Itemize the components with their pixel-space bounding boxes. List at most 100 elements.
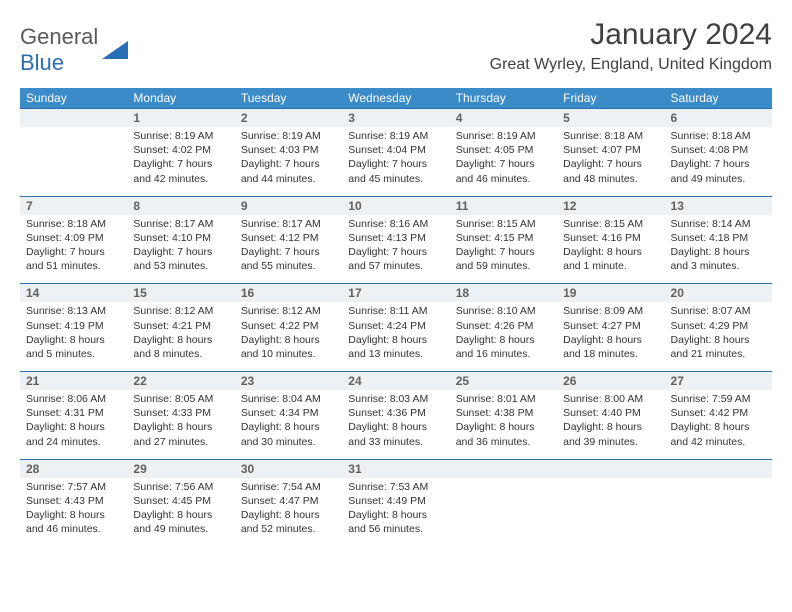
info-row: Sunrise: 7:57 AMSunset: 4:43 PMDaylight:… [20, 478, 772, 547]
day-info-line: Sunset: 4:45 PM [133, 494, 228, 508]
day-info-cell: Sunrise: 8:18 AMSunset: 4:08 PMDaylight:… [665, 127, 772, 196]
day-number-cell: 1 [127, 109, 234, 128]
day-number-cell: 21 [20, 372, 127, 391]
day-info-line: and 42 minutes. [671, 435, 766, 449]
day-info-cell: Sunrise: 8:00 AMSunset: 4:40 PMDaylight:… [557, 390, 664, 459]
weekday-row: SundayMondayTuesdayWednesdayThursdayFrid… [20, 88, 772, 109]
title-block: January 2024 Great Wyrley, England, Unit… [490, 18, 772, 74]
day-info-line: Sunset: 4:19 PM [26, 319, 121, 333]
day-info-line: Sunset: 4:40 PM [563, 406, 658, 420]
weekday-header: Sunday [20, 88, 127, 109]
day-number-cell [20, 109, 127, 128]
day-info-line: Sunrise: 8:10 AM [456, 304, 551, 318]
day-number-cell: 2 [235, 109, 342, 128]
day-info-cell: Sunrise: 8:19 AMSunset: 4:02 PMDaylight:… [127, 127, 234, 196]
day-info-cell: Sunrise: 8:12 AMSunset: 4:22 PMDaylight:… [235, 302, 342, 371]
day-info-cell: Sunrise: 8:07 AMSunset: 4:29 PMDaylight:… [665, 302, 772, 371]
day-info-line: Daylight: 7 hours [133, 157, 228, 171]
weekday-header: Friday [557, 88, 664, 109]
day-info-cell [557, 478, 664, 547]
day-info-line: and 36 minutes. [456, 435, 551, 449]
day-info-line: Sunset: 4:34 PM [241, 406, 336, 420]
day-info-line: Sunset: 4:12 PM [241, 231, 336, 245]
day-info-line: Daylight: 8 hours [563, 245, 658, 259]
day-number-cell: 19 [557, 284, 664, 303]
day-info-line: Sunset: 4:24 PM [348, 319, 443, 333]
brand-triangle-icon [102, 37, 128, 64]
day-info-line: Sunset: 4:29 PM [671, 319, 766, 333]
day-info-line: Sunset: 4:09 PM [26, 231, 121, 245]
header: General Blue January 2024 Great Wyrley, … [20, 18, 772, 76]
day-info-line: and 46 minutes. [26, 522, 121, 536]
day-info-line: Sunrise: 8:15 AM [563, 217, 658, 231]
day-info-line: and 33 minutes. [348, 435, 443, 449]
day-info-line: Sunrise: 8:04 AM [241, 392, 336, 406]
day-info-line: and 44 minutes. [241, 172, 336, 186]
day-info-cell: Sunrise: 8:19 AMSunset: 4:05 PMDaylight:… [450, 127, 557, 196]
day-info-line: Sunrise: 8:18 AM [563, 129, 658, 143]
location-text: Great Wyrley, England, United Kingdom [490, 56, 772, 74]
day-info-line: Sunset: 4:42 PM [671, 406, 766, 420]
day-number-cell: 16 [235, 284, 342, 303]
day-info-line: Sunrise: 8:03 AM [348, 392, 443, 406]
day-info-line: Daylight: 7 hours [456, 157, 551, 171]
day-info-line: and 46 minutes. [456, 172, 551, 186]
day-info-line: Sunset: 4:33 PM [133, 406, 228, 420]
day-number-cell: 4 [450, 109, 557, 128]
day-info-line: Sunset: 4:13 PM [348, 231, 443, 245]
day-info-line: Sunrise: 8:18 AM [671, 129, 766, 143]
day-info-line: Sunset: 4:27 PM [563, 319, 658, 333]
day-info-line: Sunrise: 8:00 AM [563, 392, 658, 406]
day-info-line: and 51 minutes. [26, 259, 121, 273]
day-info-line: Sunrise: 8:06 AM [26, 392, 121, 406]
day-info-line: Sunset: 4:43 PM [26, 494, 121, 508]
day-info-line: Daylight: 8 hours [456, 333, 551, 347]
day-number-cell: 26 [557, 372, 664, 391]
day-info-line: Sunset: 4:16 PM [563, 231, 658, 245]
day-info-cell: Sunrise: 8:18 AMSunset: 4:09 PMDaylight:… [20, 215, 127, 284]
day-info-line: and 57 minutes. [348, 259, 443, 273]
day-info-cell: Sunrise: 8:17 AMSunset: 4:10 PMDaylight:… [127, 215, 234, 284]
day-info-line: Sunrise: 8:13 AM [26, 304, 121, 318]
day-number-cell: 8 [127, 196, 234, 215]
day-info-line: Daylight: 8 hours [563, 333, 658, 347]
day-number-cell: 23 [235, 372, 342, 391]
day-info-line: Daylight: 8 hours [348, 420, 443, 434]
day-info-cell: Sunrise: 8:16 AMSunset: 4:13 PMDaylight:… [342, 215, 449, 284]
month-title: January 2024 [490, 18, 772, 52]
day-info-line: Daylight: 7 hours [348, 245, 443, 259]
weekday-header: Thursday [450, 88, 557, 109]
day-info-line: and 42 minutes. [133, 172, 228, 186]
info-row: Sunrise: 8:18 AMSunset: 4:09 PMDaylight:… [20, 215, 772, 284]
day-info-line: Daylight: 7 hours [241, 157, 336, 171]
day-info-cell [665, 478, 772, 547]
day-number-cell: 20 [665, 284, 772, 303]
day-info-cell: Sunrise: 8:13 AMSunset: 4:19 PMDaylight:… [20, 302, 127, 371]
day-info-line: Daylight: 8 hours [133, 333, 228, 347]
weekday-header: Tuesday [235, 88, 342, 109]
day-info-line: and 10 minutes. [241, 347, 336, 361]
day-info-line: Daylight: 8 hours [241, 333, 336, 347]
day-info-line: and 39 minutes. [563, 435, 658, 449]
day-info-line: Daylight: 8 hours [563, 420, 658, 434]
day-info-line: Daylight: 8 hours [348, 333, 443, 347]
day-info-line: and 49 minutes. [133, 522, 228, 536]
day-info-cell: Sunrise: 8:03 AMSunset: 4:36 PMDaylight:… [342, 390, 449, 459]
day-info-line: Sunset: 4:21 PM [133, 319, 228, 333]
day-info-line: Sunrise: 8:17 AM [133, 217, 228, 231]
day-info-cell [450, 478, 557, 547]
day-number-cell: 11 [450, 196, 557, 215]
day-info-line: Sunset: 4:05 PM [456, 143, 551, 157]
day-info-line: Sunrise: 8:15 AM [456, 217, 551, 231]
daynum-row: 28293031 [20, 459, 772, 478]
day-number-cell: 17 [342, 284, 449, 303]
day-info-line: and 53 minutes. [133, 259, 228, 273]
day-info-line: Sunset: 4:18 PM [671, 231, 766, 245]
day-info-cell: Sunrise: 8:19 AMSunset: 4:04 PMDaylight:… [342, 127, 449, 196]
day-number-cell: 3 [342, 109, 449, 128]
day-info-line: Sunset: 4:15 PM [456, 231, 551, 245]
day-info-line: Sunrise: 8:09 AM [563, 304, 658, 318]
brand-text: General Blue [20, 24, 98, 76]
day-info-line: and 8 minutes. [133, 347, 228, 361]
day-info-line: Sunrise: 7:59 AM [671, 392, 766, 406]
